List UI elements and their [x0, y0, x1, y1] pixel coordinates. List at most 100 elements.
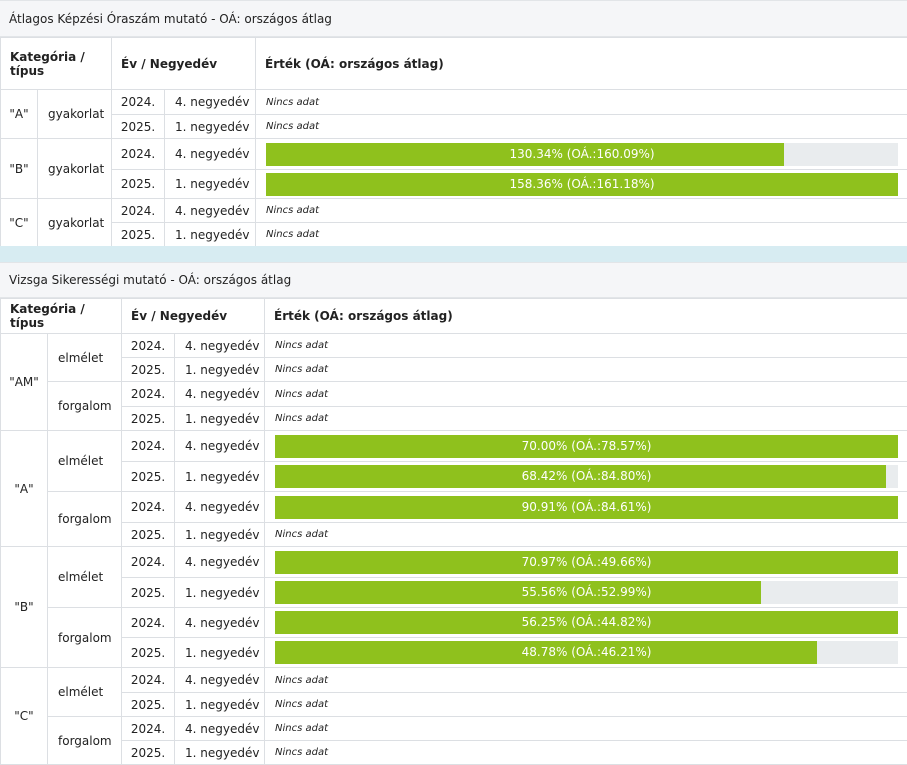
progress-bar: 70.97% (OÁ.:49.66%)	[275, 550, 899, 574]
category-cell: "AM"	[0, 333, 48, 431]
no-data-cell: Nincs adat	[255, 198, 907, 223]
table-row: 2025. 1. negyedév Nincs adat	[1, 357, 907, 382]
year-cell: 2025.	[111, 169, 166, 199]
table-row: forgalom 2024. 4. negyedév 56.25% (OÁ.:4…	[1, 607, 907, 668]
year-cell: 2025.	[121, 357, 176, 382]
quarter-cell: 1. negyedév	[164, 169, 257, 199]
progress-bar: 70.00% (OÁ.:78.57%)	[275, 434, 899, 458]
table-row: "B" gyakorlat 2024. 4. negyedév 130.34% …	[0, 138, 907, 199]
no-data-cell: Nincs adat	[264, 357, 907, 382]
quarter-cell: 1. negyedév	[164, 114, 257, 139]
table-row: "AM" elmélet 2024. 4. negyedév Nincs ada…	[0, 333, 907, 431]
no-data-cell: Nincs adat	[264, 692, 907, 717]
progress-bar: 130.34% (OÁ.:160.09%)	[266, 142, 899, 166]
category-cell: "B"	[0, 546, 48, 668]
quarter-cell: 4. negyedév	[174, 607, 266, 638]
category-cell: "C"	[0, 198, 38, 247]
progress-bar: 48.78% (OÁ.:46.21%)	[275, 641, 899, 664]
value-bar-cell: 55.56% (OÁ.:52.99%)	[264, 577, 907, 608]
progress-bar: 158.36% (OÁ.:161.18%)	[266, 172, 899, 196]
value-bar-cell: 70.97% (OÁ.:49.66%)	[264, 546, 907, 578]
quarter-cell: 1. negyedév	[174, 637, 266, 668]
table-row: "A" gyakorlat 2024. 4. negyedév Nincs ad…	[0, 89, 907, 139]
progress-bar-label: 55.56% (OÁ.:52.99%)	[521, 585, 652, 599]
section-title-text: Vizsga Sikerességi mutató - OÁ: országos…	[9, 273, 292, 287]
table-row: "C" elmélet 2024. 4. negyedév Nincs adat	[0, 667, 907, 765]
category-cell: "A"	[0, 430, 48, 547]
year-cell: 2024.	[121, 667, 176, 693]
year-cell: 2024.	[111, 89, 166, 115]
type-cell: gyakorlat	[36, 198, 113, 247]
type-cell: elmélet	[46, 667, 123, 717]
quarter-cell: 1. negyedév	[174, 522, 266, 547]
column-header-category: Kategória / típus	[0, 37, 113, 90]
year-cell: 2025.	[121, 461, 176, 492]
table-row: 2025. 1. negyedév Nincs adat	[1, 222, 907, 247]
type-cell: forgalom	[46, 716, 123, 765]
no-data-cell: Nincs adat	[264, 381, 907, 407]
progress-bar-label: 158.36% (OÁ.:161.18%)	[509, 176, 655, 191]
category-cell: "A"	[0, 89, 38, 139]
quarter-cell: 1. negyedév	[174, 461, 266, 492]
quarter-cell: 1. negyedév	[174, 357, 266, 382]
progress-bar-fill	[266, 172, 899, 196]
progress-bar: 55.56% (OÁ.:52.99%)	[275, 581, 899, 604]
table-row: "A" elmélet 2024. 4. negyedév 70.00% (OÁ…	[0, 430, 907, 547]
value-bar-cell: 68.42% (OÁ.:84.80%)	[264, 461, 907, 492]
year-cell: 2025.	[121, 406, 176, 431]
value-bar-cell: 158.36% (OÁ.:161.18%)	[255, 169, 907, 199]
progress-bar-fill	[275, 550, 899, 574]
quarter-cell: 4. negyedév	[164, 138, 257, 170]
quarter-cell: 4. negyedév	[164, 89, 257, 115]
quarter-cell: 4. negyedév	[174, 546, 266, 578]
type-cell: elmélet	[46, 546, 123, 608]
table-row: 2025. 1. negyedév 158.36% (OÁ.:161.18%)	[1, 169, 907, 199]
table-row: 2025. 1. negyedév Nincs adat	[1, 740, 907, 765]
progress-bar-fill	[275, 611, 899, 634]
table-row: 2025. 1. negyedév Nincs adat	[1, 692, 907, 717]
progress-bar-label: 70.00% (OÁ.:78.57%)	[521, 438, 652, 453]
table-row: 2025. 1. negyedév 48.78% (OÁ.:46.21%)	[1, 637, 907, 668]
year-cell: 2024.	[111, 198, 166, 223]
progress-bar-label: 48.78% (OÁ.:46.21%)	[521, 645, 652, 659]
no-data-cell: Nincs adat	[264, 716, 907, 741]
quarter-cell: 1. negyedév	[174, 406, 266, 431]
progress-bar-fill	[275, 581, 761, 604]
section-title-exam-success: Vizsga Sikerességi mutató - OÁ: országos…	[0, 262, 907, 298]
progress-bar-label: 70.97% (OÁ.:49.66%)	[521, 554, 652, 569]
training-hours-table: Kategória / típus Év / Negyedév Érték (O…	[0, 37, 907, 247]
year-cell: 2025.	[121, 692, 176, 717]
year-cell: 2024.	[121, 381, 176, 407]
type-cell: gyakorlat	[36, 138, 113, 199]
year-cell: 2024.	[121, 430, 176, 462]
year-cell: 2025.	[121, 577, 176, 608]
table-row: "C" gyakorlat 2024. 4. negyedév Nincs ad…	[0, 198, 907, 247]
year-cell: 2025.	[121, 637, 176, 668]
value-bar-cell: 130.34% (OÁ.:160.09%)	[255, 138, 907, 170]
section-separator	[0, 246, 907, 262]
table-row: forgalom 2024. 4. negyedév Nincs adat	[1, 381, 907, 431]
progress-bar-fill	[275, 641, 818, 664]
no-data-cell: Nincs adat	[255, 222, 907, 247]
quarter-cell: 4. negyedév	[174, 667, 266, 693]
year-cell: 2024.	[121, 546, 176, 578]
table-header-row: Kategória / típus Év / Negyedév Érték (O…	[0, 298, 907, 334]
progress-bar-fill	[275, 434, 899, 458]
type-cell: gyakorlat	[36, 89, 113, 139]
year-cell: 2024.	[121, 607, 176, 638]
value-bar-cell: 90.91% (OÁ.:84.61%)	[264, 491, 907, 523]
category-cell: "B"	[0, 138, 38, 199]
quarter-cell: 4. negyedév	[164, 198, 257, 223]
year-cell: 2024.	[111, 138, 166, 170]
table-row: 2025. 1. negyedév 55.56% (OÁ.:52.99%)	[1, 577, 907, 608]
year-cell: 2025.	[111, 222, 166, 247]
progress-bar-fill	[275, 495, 899, 519]
no-data-cell: Nincs adat	[264, 406, 907, 431]
table-row: 2025. 1. negyedév Nincs adat	[1, 114, 907, 139]
quarter-cell: 1. negyedév	[174, 740, 266, 765]
value-bar-cell: 48.78% (OÁ.:46.21%)	[264, 637, 907, 668]
table-row: forgalom 2024. 4. negyedév 90.91% (OÁ.:8…	[1, 491, 907, 547]
type-cell: forgalom	[46, 607, 123, 668]
no-data-cell: Nincs adat	[264, 522, 907, 547]
quarter-cell: 1. negyedév	[174, 692, 266, 717]
